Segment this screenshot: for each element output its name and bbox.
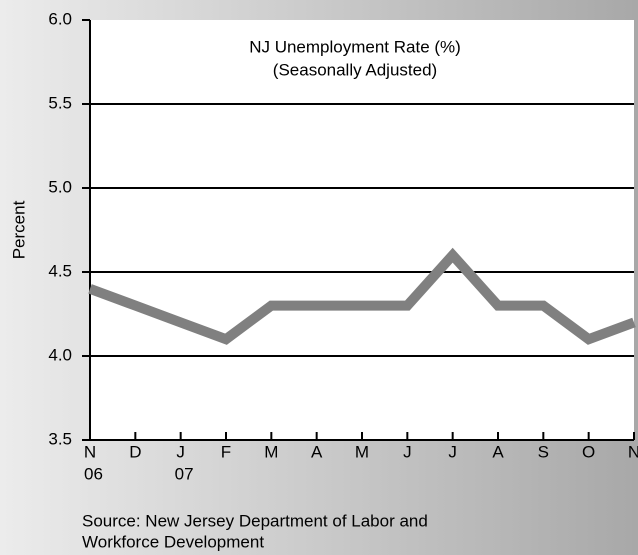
source-line: Source: New Jersey Department of Labor a… <box>82 511 428 530</box>
y-tick-label: 5.0 <box>48 177 72 196</box>
x-tick-label: J <box>448 442 457 461</box>
y-tick-label: 5.5 <box>48 93 72 112</box>
x-tick-label: F <box>221 442 231 461</box>
plot-area <box>90 20 634 440</box>
y-tick-label: 4.0 <box>48 345 72 364</box>
x-tick-label: O <box>582 442 595 461</box>
x-tick-label: D <box>129 442 141 461</box>
x-tick-label: S <box>538 442 549 461</box>
x-tick-label: A <box>311 442 323 461</box>
chart-title: NJ Unemployment Rate (%) <box>249 37 461 56</box>
x-tick-label: M <box>264 442 278 461</box>
data-line <box>88 247 636 345</box>
x-tick-label: N <box>628 442 638 461</box>
y-tick-label: 3.5 <box>48 429 72 448</box>
x-tick-label: A <box>492 442 504 461</box>
y-axis-label: Percent <box>9 200 28 259</box>
x-year-label: 07 <box>175 464 194 483</box>
chart-subtitle: (Seasonally Adjusted) <box>273 60 437 79</box>
x-tick-label: J <box>403 442 412 461</box>
y-tick-label: 6.0 <box>48 9 72 28</box>
x-tick-label: N <box>84 442 96 461</box>
source-line: Workforce Development <box>82 532 264 551</box>
y-tick-label: 4.5 <box>48 261 72 280</box>
x-tick-label: M <box>355 442 369 461</box>
x-year-label: 06 <box>84 464 103 483</box>
x-tick-label: J <box>176 442 185 461</box>
